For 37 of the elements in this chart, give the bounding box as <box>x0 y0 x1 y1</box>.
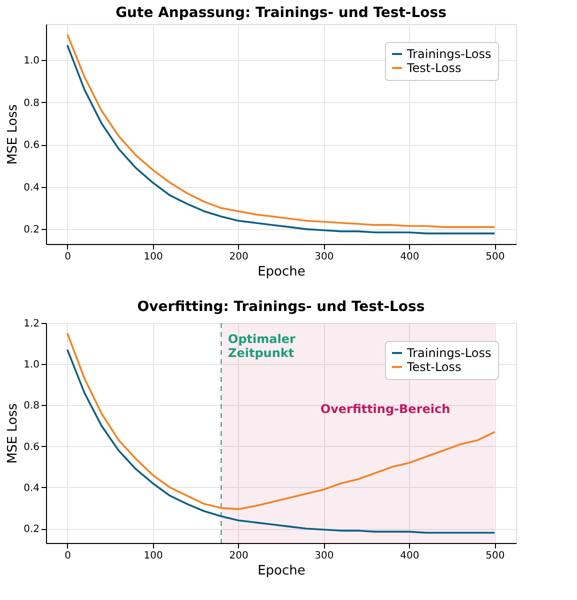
y-tick-label: 0.4 <box>24 182 40 194</box>
line-series <box>66 348 496 534</box>
chart-title: Gute Anpassung: Trainings- und Test-Loss <box>116 5 446 21</box>
x-tick-label: 100 <box>144 550 163 562</box>
y-tick-label: 0.2 <box>24 224 40 236</box>
x-axis-title: Epoche <box>258 564 306 578</box>
y-tick-label: 0.4 <box>24 482 40 494</box>
y-tick-label: 1.0 <box>24 55 40 66</box>
legend-label: Trainings-Loss <box>406 346 492 360</box>
x-tick-label: 500 <box>486 252 505 262</box>
x-tick-label: 200 <box>229 550 248 562</box>
y-tick-label: 0.8 <box>24 400 40 412</box>
x-tick-label: 100 <box>144 252 163 262</box>
x-tick-label: 0 <box>64 252 72 262</box>
y-axis-title: MSE Loss <box>6 403 21 464</box>
x-axis-title: Epoche <box>258 264 306 280</box>
y-tick-label: 1.0 <box>24 360 40 371</box>
y-tick-label: 0.6 <box>24 442 40 453</box>
chart-title: Overfitting: Trainings- und Test-Loss <box>137 299 425 315</box>
x-tick-label: 400 <box>400 252 420 262</box>
ref-line-label: Optimaler Zeitpunkt <box>228 332 296 360</box>
y-tick-label: 0.6 <box>24 140 40 152</box>
x-tick-label: 300 <box>314 252 334 262</box>
y-tick-label: 0.8 <box>24 98 40 109</box>
x-tick-label: 200 <box>229 252 248 262</box>
line-series <box>66 332 496 510</box>
legend-label: Test-Loss <box>406 360 462 374</box>
y-axis-title: MSE Loss <box>6 104 21 165</box>
legend-label: Trainings-Loss <box>406 47 492 61</box>
x-tick-label: 500 <box>486 550 505 562</box>
y-tick-label: 1.2 <box>24 318 40 330</box>
band-label: Overfitting-Bereich <box>320 402 450 416</box>
x-tick-label: 400 <box>400 550 420 562</box>
legend-label: Test-Loss <box>406 61 462 75</box>
x-tick-label: 0 <box>64 550 72 562</box>
y-tick-label: 0.2 <box>24 524 40 536</box>
x-tick-label: 300 <box>314 550 334 562</box>
